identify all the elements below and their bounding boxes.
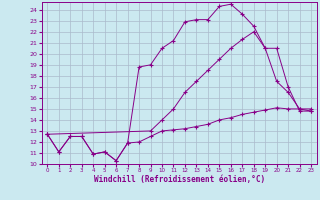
- X-axis label: Windchill (Refroidissement éolien,°C): Windchill (Refroidissement éolien,°C): [94, 175, 265, 184]
